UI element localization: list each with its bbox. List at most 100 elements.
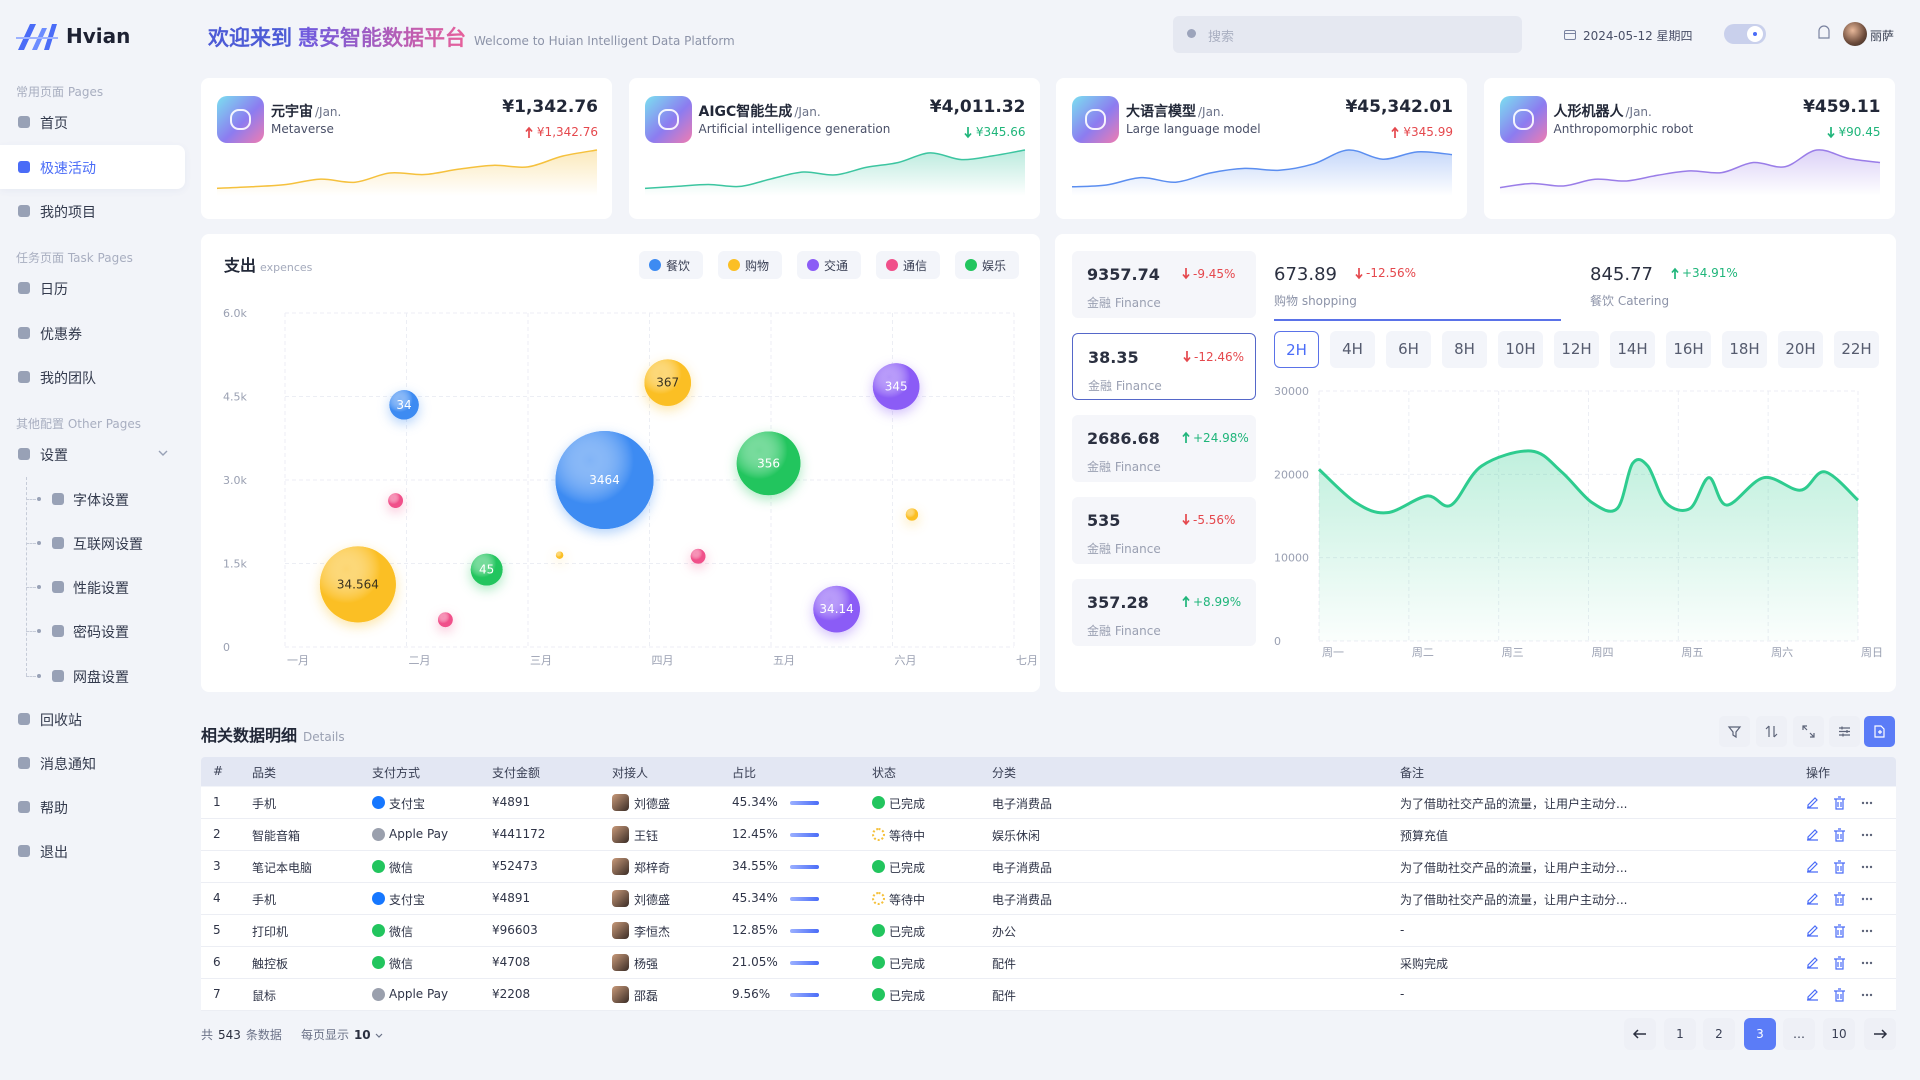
summary-card: 人形机器人/Jan. Anthropomorphic robot ¥459.11 ¥9… [1483,78,1895,219]
page-button[interactable]: 10 [1823,1018,1855,1050]
bubble-label: 345 [885,379,908,393]
nav-item[interactable]: 性能设置 [0,565,185,609]
trend-arrow [1826,127,1835,139]
toolbar-button[interactable] [1864,716,1895,747]
more-dot [1869,993,1873,997]
legend-item[interactable]: 通信 [876,251,940,279]
y-tick-label: 10000 [1274,552,1309,565]
stat-card[interactable]: 535 -5.56% 金融 Finance [1072,497,1256,564]
chevron [158,450,168,456]
search-placeholder: 搜索 [1208,30,1235,45]
page-button[interactable]: 2 [1703,1018,1735,1050]
time-range-button[interactable]: 12H [1554,331,1599,368]
nav-label: 我的团队 [40,371,96,387]
nav-group-label: 其他配置 Other Pages [16,417,142,431]
nav-item[interactable]: 字体设置 [0,477,185,521]
card-icon [217,96,264,143]
summary-card: 大语言模型/Jan. Large language model ¥45,342.01… [1056,78,1467,219]
stat-card[interactable]: 9357.74 -9.45% 金融 Finance [1072,251,1256,318]
card-change: ¥90.45 [1838,125,1881,139]
nav-item[interactable]: 极速活动 [0,144,185,189]
toolbar-button[interactable] [1829,716,1860,747]
time-range-button[interactable]: 20H [1778,331,1823,368]
legend-label: 交通 [824,259,849,273]
nav-item[interactable]: 我的团队 [0,355,185,399]
trend-arrow [1182,268,1190,280]
more-dot [1865,833,1869,837]
metric-tab[interactable]: 673.89 -12.56% 购物 shopping [1274,256,1561,321]
page-button[interactable]: … [1783,1018,1815,1050]
toolbar-icon [1874,725,1885,738]
stat-value: 535 [1087,511,1121,530]
table-cell: 5 [213,923,221,937]
more-dot [1869,801,1873,805]
nav-item[interactable]: 互联网设置 [0,521,185,565]
prev-page[interactable] [1624,1018,1656,1050]
nav-item[interactable]: 我的项目 [0,189,185,233]
page-button[interactable]: 3 [1744,1018,1776,1050]
time-range-button[interactable]: 8H [1442,331,1487,368]
table-row[interactable]: 5 打印机 微信 ¥96603 李恒杰 12.85% 已完成 办公 - [201,915,1896,947]
chevron-icon [375,1033,383,1038]
table-row[interactable]: 7 鼠标 Apple Pay ¥2208 邵磊 9.56% 已完成 配件 - [201,979,1896,1011]
nav-item[interactable]: 设置 [0,432,185,476]
legend-item[interactable]: 交通 [797,251,861,279]
nav-item[interactable]: 帮助 [0,785,185,829]
time-range-button[interactable]: 16H [1666,331,1711,368]
tab-label: 购物 shopping [1274,294,1357,308]
toolbar-button[interactable] [1756,716,1787,747]
legend-item[interactable]: 娱乐 [955,251,1019,279]
table-row[interactable]: 3 笔记本电脑 微信 ¥52473 郑梓奇 34.55% 已完成 电子消费品 为了借助社交产品的… [201,851,1896,883]
icon-shape [1874,725,1885,738]
legend-item[interactable]: 餐饮 [639,251,703,279]
nav-item[interactable]: 回收站 [0,697,185,741]
nav-item[interactable]: 网盘设置 [0,654,185,698]
search-box[interactable]: 搜索 [1173,16,1522,53]
nav-item[interactable]: 密码设置 [0,609,185,653]
trend-arrow [1671,267,1679,279]
time-range-button[interactable]: 22H [1834,331,1879,368]
search-icon [1187,29,1196,38]
nav-item[interactable]: 消息通知 [0,741,185,785]
metric-tab[interactable]: 845.77 +34.91% 餐饮 Catering [1590,256,1877,319]
sidebar: Hvian 常用页面 Pages 首页 极速活动 我的项目 任务页面 Task Pages… [0,0,190,1080]
table-cell: ¥2208 [492,987,531,1001]
table-cell: ¥52473 [492,859,538,873]
toolbar-button[interactable] [1719,716,1750,747]
column-header: 状态 [872,766,897,780]
stat-card[interactable]: 357.28 +8.99% 金融 Finance [1072,579,1256,646]
table-row[interactable]: 2 智能音箱 Apple Pay ¥441172 王钰 12.45% 等待中 娱乐休闲 预算充值 [201,819,1896,851]
table-cell: 采购完成 [1400,957,1449,971]
nav-item[interactable]: 退出 [0,829,185,873]
tree-dot [37,496,41,501]
nav-item[interactable]: 首页 [0,100,185,144]
toolbar-button[interactable] [1793,716,1824,747]
table-row[interactable]: 6 触控板 微信 ¥4708 杨强 21.05% 已完成 配件 采购完成 [201,947,1896,979]
page-title: 欢迎来到 惠安智能数据平台 Welcome to Huian Intelligent… [208,22,735,52]
nav-icon [52,669,64,682]
time-range-button[interactable]: 4H [1330,331,1375,368]
nav-item[interactable]: 日历 [0,266,185,310]
page-button[interactable]: 1 [1664,1018,1696,1050]
column-header: 操作 [1806,766,1831,780]
user-avatar[interactable] [1843,22,1867,46]
time-range-button[interactable]: 18H [1722,331,1767,368]
time-range-button[interactable]: 10H [1498,331,1543,368]
nav-icon [18,116,30,128]
tab-value: 673.89 [1274,264,1337,285]
legend-item[interactable]: 购物 [718,251,782,279]
stat-card[interactable]: 2686.68 +24.98% 金融 Finance [1072,415,1256,482]
chart-subtitle: expences [260,261,313,274]
table-row[interactable]: 4 手机 支付宝 ¥4891 刘德盛 45.34% 等待中 电子消费品 为了借助社交产品的流量，… [201,883,1896,915]
time-range-button[interactable]: 2H [1274,331,1319,368]
next-page[interactable] [1864,1018,1896,1050]
time-range-button[interactable]: 6H [1386,331,1431,368]
nav-item[interactable]: 优惠券 [0,311,185,355]
toolbar-icon [1802,725,1815,738]
table-cell: ¥4708 [492,955,531,969]
tree-branch [26,587,36,589]
time-range-button[interactable]: 14H [1610,331,1655,368]
theme-toggle[interactable] [1724,24,1766,44]
stat-card[interactable]: 38.35 -12.46% 金融 Finance [1072,333,1256,400]
table-row[interactable]: 1 手机 支付宝 ¥4891 刘德盛 45.34% 已完成 电子消费品 为了借助社交产品的流量，… [201,787,1896,819]
